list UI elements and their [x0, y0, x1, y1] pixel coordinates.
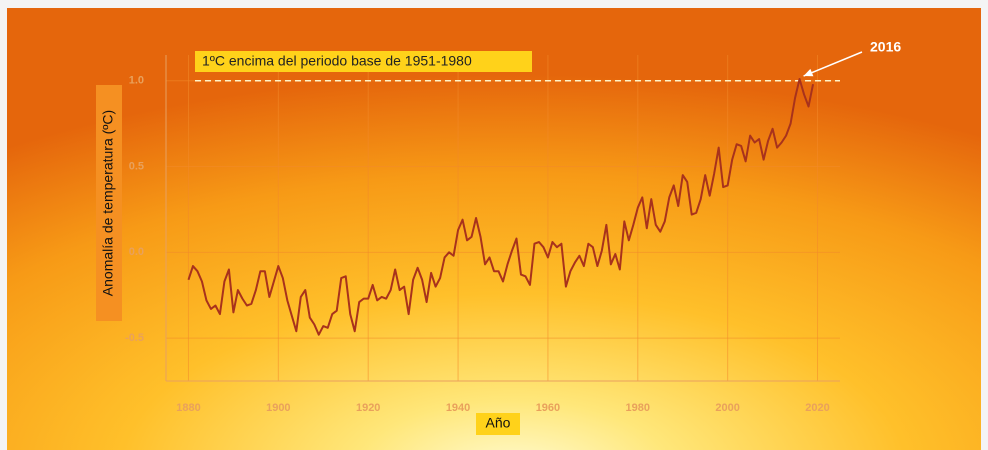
annotation: 1ºC encima del periodo base de 1951-1980 [202, 53, 472, 69]
x-tick-label: 1920 [356, 402, 380, 414]
ticks: 1.0 0.5 0.0 -0.5 1880 1900 1920 1940 1960 1980 200… [125, 75, 830, 414]
y-tick-label: -0.5 [125, 332, 144, 344]
y-title-box [96, 85, 122, 321]
callout-arrowhead [803, 68, 814, 77]
x-tick-label: 2020 [805, 402, 829, 414]
y-tick-label: 0.0 [129, 246, 144, 258]
grid [166, 55, 840, 381]
x-tick-label: 1940 [446, 402, 470, 414]
x-tick-label: 1980 [626, 402, 650, 414]
background [7, 8, 981, 450]
annotation-box [195, 51, 532, 72]
y-tick-label: 0.5 [129, 160, 144, 172]
callout-label: 2016 [870, 39, 901, 55]
x-tick-label: 1960 [536, 402, 560, 414]
x-tick-label: 2000 [715, 402, 739, 414]
x-tick-label: 1880 [176, 402, 200, 414]
x-axis-title: Año [486, 415, 511, 431]
y-tick-label: 1.0 [129, 75, 144, 87]
data-line [187, 78, 815, 336]
x-tick-label: 1900 [266, 402, 290, 414]
callout-arrow [803, 51, 863, 77]
x-title-box [476, 413, 520, 435]
y-axis-title: Anomalía de temperatura (ºC) [100, 110, 116, 296]
